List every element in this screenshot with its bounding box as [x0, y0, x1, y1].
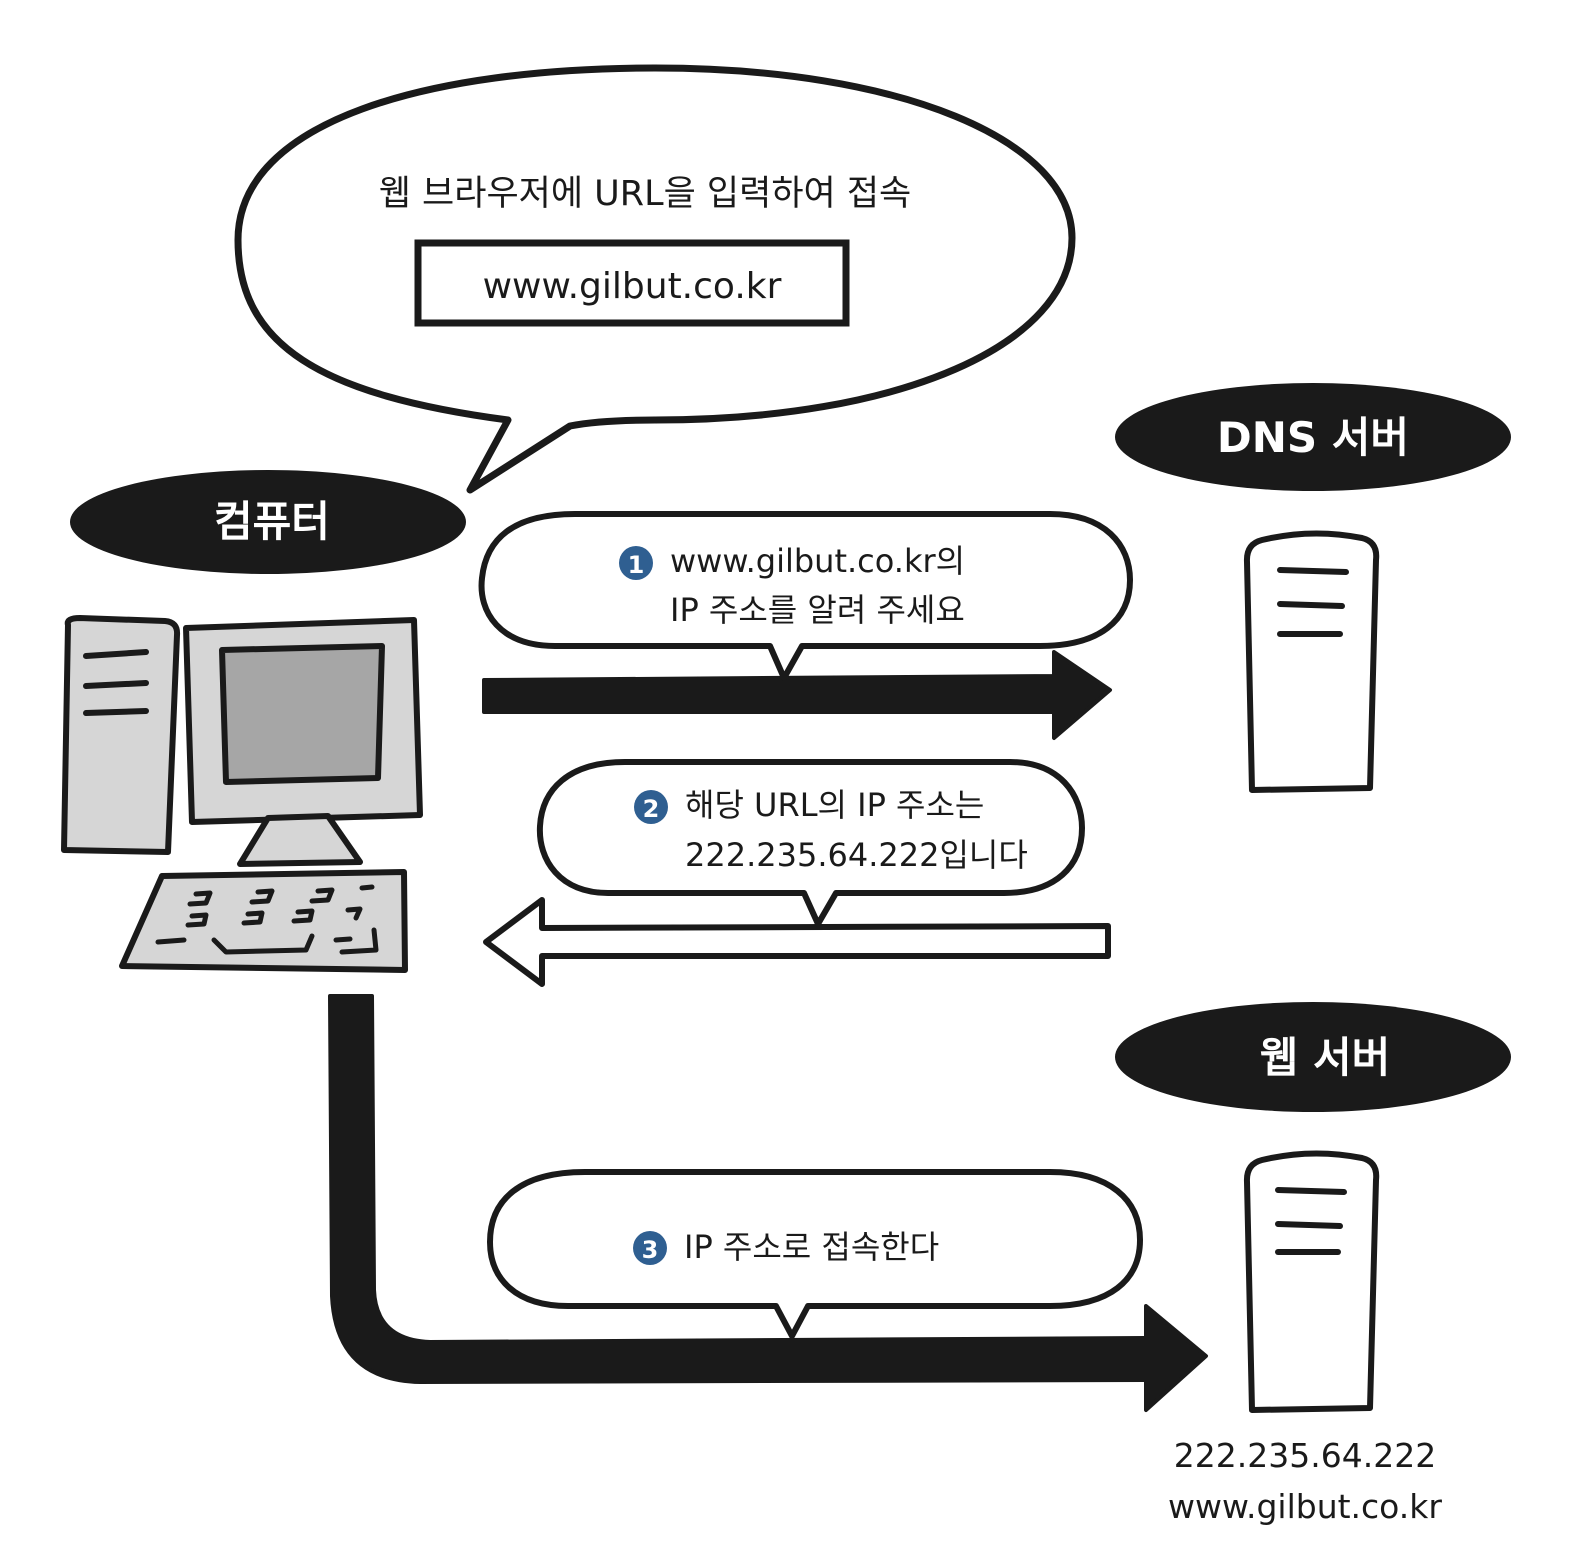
step-3-badge [633, 1231, 667, 1265]
computer-keyboard [119, 869, 408, 973]
computer-icon [61, 615, 423, 973]
computer-stand [237, 813, 363, 867]
step-3-bubble: 3 IP 주소로 접속한다 [487, 1169, 1143, 1339]
step-2-badge [634, 790, 668, 824]
dns-server-label-pill [1115, 383, 1511, 491]
tower-slot-1 [83, 649, 149, 659]
keyboard-keys [155, 884, 379, 955]
step-2-line-1: 해당 URL의 IP 주소는 [685, 786, 984, 824]
step-3-bubble-outline [487, 1169, 1143, 1339]
dns-response-arrow [483, 897, 1111, 987]
step-1-bubble: 1 www.gilbut.co.kr의 IP 주소를 알려 주세요 [478, 511, 1133, 681]
step-3-number: 3 [642, 1236, 659, 1264]
dns-server-icon [1243, 530, 1380, 793]
intro-caption: 웹 브라우저에 URL을 입력하여 접속 [379, 174, 912, 214]
web-server-slot-2 [1275, 1221, 1343, 1229]
web-server-slot-1 [1275, 1187, 1347, 1195]
tower-slot-2 [83, 680, 149, 689]
step-2-bubble: 2 해당 URL의 IP 주소는 222.235.64.222입니다 [536, 759, 1085, 927]
web-server-domain: www.gilbut.co.kr [1168, 1487, 1442, 1526]
web-connect-arrow [328, 994, 1208, 1412]
web-server-label: 웹 서버 [1115, 1002, 1511, 1112]
step-1-badge [619, 546, 653, 580]
web-server-tower [1243, 1150, 1380, 1413]
intro-speech-bubble: 웹 브라우저에 URL을 입력하여 접속 www.gilbut.co.kr [234, 64, 1076, 494]
url-input-box [414, 239, 850, 327]
step-2-number: 2 [643, 795, 660, 823]
dns-server-label-text: DNS 서버 [1217, 413, 1409, 462]
dns-request-arrow [482, 650, 1112, 740]
dns-server-tower [1243, 530, 1380, 793]
step-2-bubble-outline [536, 759, 1085, 927]
computer-label-pill [70, 470, 466, 574]
computer-label: 컴퓨터 [70, 470, 466, 574]
web-server-icon [1243, 1150, 1380, 1413]
computer-tower [61, 615, 181, 855]
step-1-number: 1 [628, 551, 645, 579]
url-input-text: www.gilbut.co.kr [483, 266, 782, 307]
dns-server-label: DNS 서버 [1115, 383, 1511, 491]
step-2-line-2: 222.235.64.222입니다 [685, 836, 1028, 874]
step-3-line-1: IP 주소로 접속한다 [684, 1228, 939, 1266]
dns-server-slot-1 [1277, 567, 1349, 575]
web-server-ip: 222.235.64.222 [1174, 1436, 1436, 1475]
step-1-line-2: IP 주소를 알려 주세요 [670, 591, 965, 629]
computer-screen [219, 643, 385, 785]
step-1-line-1: www.gilbut.co.kr의 [670, 542, 965, 580]
computer-label-text: 컴퓨터 [214, 497, 330, 546]
tower-slot-3 [83, 708, 149, 716]
web-server-label-text: 웹 서버 [1260, 1033, 1391, 1082]
dns-server-slot-2 [1277, 601, 1345, 609]
web-server-label-pill [1115, 1002, 1511, 1112]
